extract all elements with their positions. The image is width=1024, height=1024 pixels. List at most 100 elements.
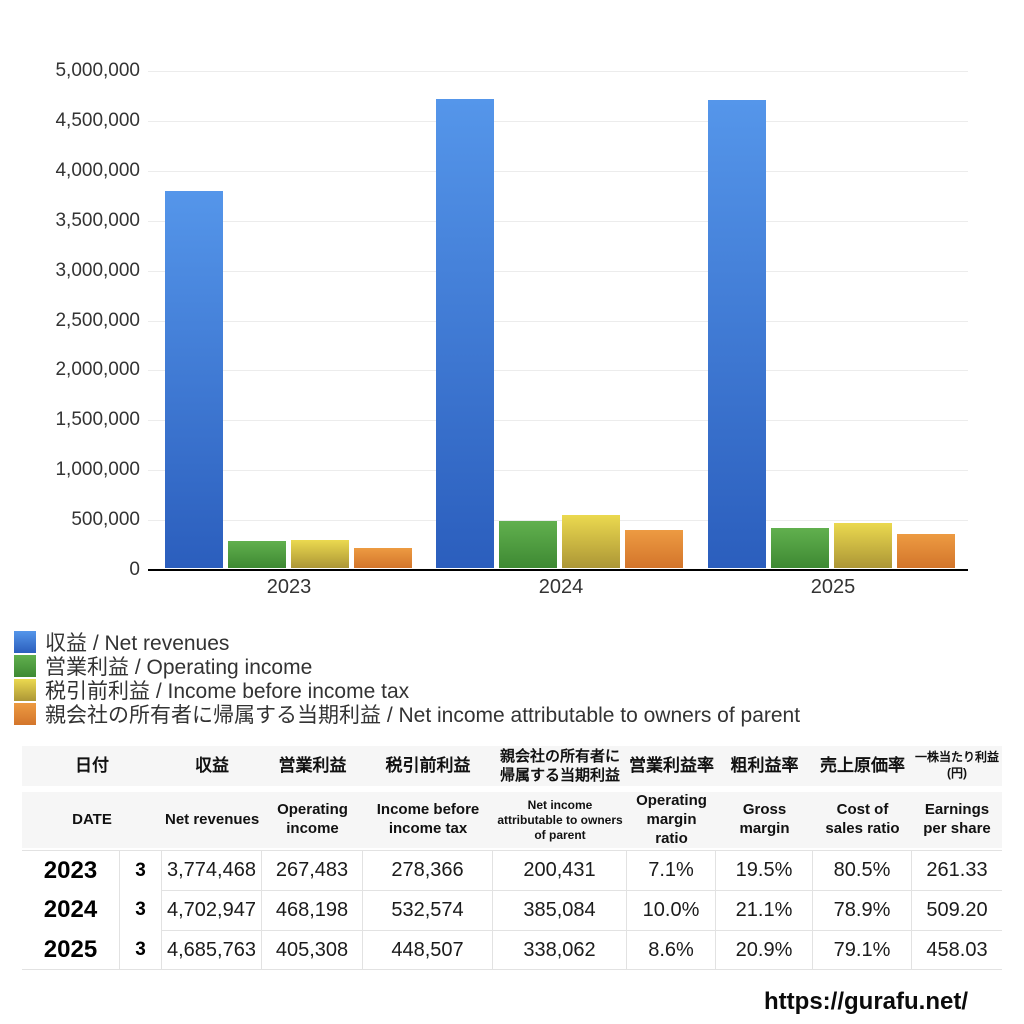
x-axis-tick-label: 2024: [538, 576, 584, 598]
legend-swatch-icon: [14, 679, 36, 701]
chart-legend: 収益 / Net revenues 営業利益 / Operating income…: [14, 630, 801, 727]
financial-data-table: 日付 収益 営業利益 税引前利益 親会社の所有者に帰属する当期利益 営業利益率 粗利益率 売上…: [22, 746, 1002, 971]
legend-label: 収益 / Net revenues: [45, 632, 230, 655]
y-axis-tick-label: 0: [129, 559, 140, 580]
legend-item-net-revenues: 収益 / Net revenues: [14, 630, 800, 655]
value-cell: 509.20: [912, 890, 1002, 931]
year-cell: 2024: [22, 890, 120, 931]
column-header: Gross margin: [716, 792, 813, 851]
y-axis-tick-label: 500,000: [71, 509, 140, 531]
value-cell: 261.33: [912, 850, 1002, 891]
column-header: Operating income: [262, 792, 363, 851]
gridline: [148, 120, 968, 122]
gridline: [148, 71, 968, 72]
x-axis-tick-label: 2023: [266, 576, 312, 598]
gridline: [148, 320, 968, 322]
header-row-en: DATE Net revenues Operating income Income b…: [22, 792, 1002, 851]
legend-label: 税引前利益 / Income before income tax: [45, 680, 410, 703]
gridline: [148, 470, 968, 472]
column-header: Earnings per share: [912, 792, 1002, 851]
y-axis-tick-label: 3,500,000: [55, 209, 140, 231]
gridline: [148, 220, 968, 222]
year-cell: 2023: [22, 850, 120, 891]
column-header: 営業利益: [262, 746, 363, 792]
table-row: 2024 3 4,702,947 468,198 532,574 385,084 10.0%…: [22, 890, 1002, 931]
column-header: Operating margin ratio: [627, 792, 716, 851]
value-cell: 267,483: [262, 850, 363, 891]
legend-swatch-icon: [14, 703, 36, 725]
gridline: [148, 520, 968, 522]
legend-item-income-before-income-tax: 税引前利益 / Income before income tax: [14, 678, 800, 703]
x-axis-line: [148, 569, 968, 571]
bar-operating-income-2025: [771, 527, 829, 568]
column-header: 売上原価率: [813, 746, 912, 792]
column-header: 一株当たり利益(円): [912, 746, 1002, 792]
column-header: Cost of sales ratio: [813, 792, 912, 851]
value-cell: 7.1%: [627, 850, 716, 891]
value-cell: 200,431: [493, 850, 627, 891]
value-cell: 19.5%: [716, 850, 813, 891]
legend-item-operating-income: 営業利益 / Operating income: [14, 654, 800, 679]
value-cell: 80.5%: [813, 850, 912, 891]
value-cell: 79.1%: [813, 930, 912, 971]
header-row-jp: 日付 収益 営業利益 税引前利益 親会社の所有者に帰属する当期利益 営業利益率 粗利益率 売上…: [22, 746, 1002, 792]
value-cell: 468,198: [262, 890, 363, 931]
column-header: 親会社の所有者に帰属する当期利益: [493, 746, 627, 792]
y-axis-tick-label: 1,500,000: [55, 409, 140, 431]
value-cell: 532,574: [363, 890, 493, 931]
x-axis-tick-label: 2025: [810, 576, 856, 598]
column-header: 収益: [162, 746, 262, 792]
value-cell: 385,084: [493, 890, 627, 931]
y-axis-tick-label: 4,000,000: [55, 159, 140, 181]
column-header: Net income attributable to owners of par…: [493, 792, 627, 851]
bar-net-income-attributable-to-owners-of-parent-2023: [354, 548, 412, 568]
table-body: 2023 3 3,774,468 267,483 278,366 200,431 7.1% 1…: [22, 850, 1002, 971]
column-header: 日付: [22, 746, 162, 792]
value-cell: 78.9%: [813, 890, 912, 931]
legend-item-net-income-attributable-to-owners-of-parent: 親会社の所有者に帰属する当期利益 / Net income attributab…: [14, 702, 801, 727]
column-header: Income before income tax: [363, 792, 493, 851]
value-cell: 10.0%: [627, 890, 716, 931]
column-header: Net revenues: [162, 792, 262, 851]
value-cell: 8.6%: [627, 930, 716, 971]
bar-net-revenues-2025: [708, 100, 766, 568]
y-axis-tick-label: 4,500,000: [55, 109, 140, 131]
bar-income-before-income-tax-2025: [834, 523, 892, 568]
gridline: [148, 170, 968, 172]
value-cell: 458.03: [912, 930, 1002, 971]
value-cell: 20.9%: [716, 930, 813, 971]
year-cell: 2025: [22, 930, 120, 971]
table-header: 日付 収益 営業利益 税引前利益 親会社の所有者に帰属する当期利益 営業利益率 粗利益率 売上…: [22, 746, 1002, 851]
y-axis-tick-label: 3,000,000: [55, 259, 140, 281]
column-header: 営業利益率: [627, 746, 716, 792]
month-cell: 3: [120, 890, 162, 931]
month-cell: 3: [120, 850, 162, 891]
plot-area: 2023 2024 2025: [148, 71, 968, 598]
column-header: 粗利益率: [716, 746, 813, 792]
grouped-bar-chart: 0 500,000 1,000,000 1,500,000 2,000,000 2,500…: [55, 60, 968, 598]
y-axis-tick-label: 2,500,000: [55, 309, 140, 331]
month-cell: 3: [120, 930, 162, 971]
value-cell: 278,366: [363, 850, 493, 891]
legend-label: 親会社の所有者に帰属する当期利益 / Net income attributab…: [45, 704, 801, 727]
bar-operating-income-2024: [499, 521, 557, 568]
bar-income-before-income-tax-2023: [291, 540, 349, 568]
bar-net-revenues-2024: [436, 98, 494, 568]
legend-swatch-icon: [14, 631, 36, 653]
bar-net-revenues-2023: [165, 191, 223, 568]
bar-net-income-attributable-to-owners-of-parent-2025: [897, 534, 955, 568]
value-cell: 405,308: [262, 930, 363, 971]
table-row: 2025 3 4,685,763 405,308 448,507 338,062 8.6% 2…: [22, 930, 1002, 971]
value-cell: 4,702,947: [162, 890, 262, 931]
value-cell: 448,507: [363, 930, 493, 971]
legend-label: 営業利益 / Operating income: [45, 656, 313, 679]
y-axis-tick-label: 1,000,000: [55, 459, 140, 481]
value-cell: 4,685,763: [162, 930, 262, 971]
value-cell: 3,774,468: [162, 850, 262, 891]
value-cell: 338,062: [493, 930, 627, 971]
column-header: 税引前利益: [363, 746, 493, 792]
value-cell: 21.1%: [716, 890, 813, 931]
y-axis-tick-label: 5,000,000: [55, 60, 140, 81]
bar-operating-income-2023: [228, 541, 286, 568]
